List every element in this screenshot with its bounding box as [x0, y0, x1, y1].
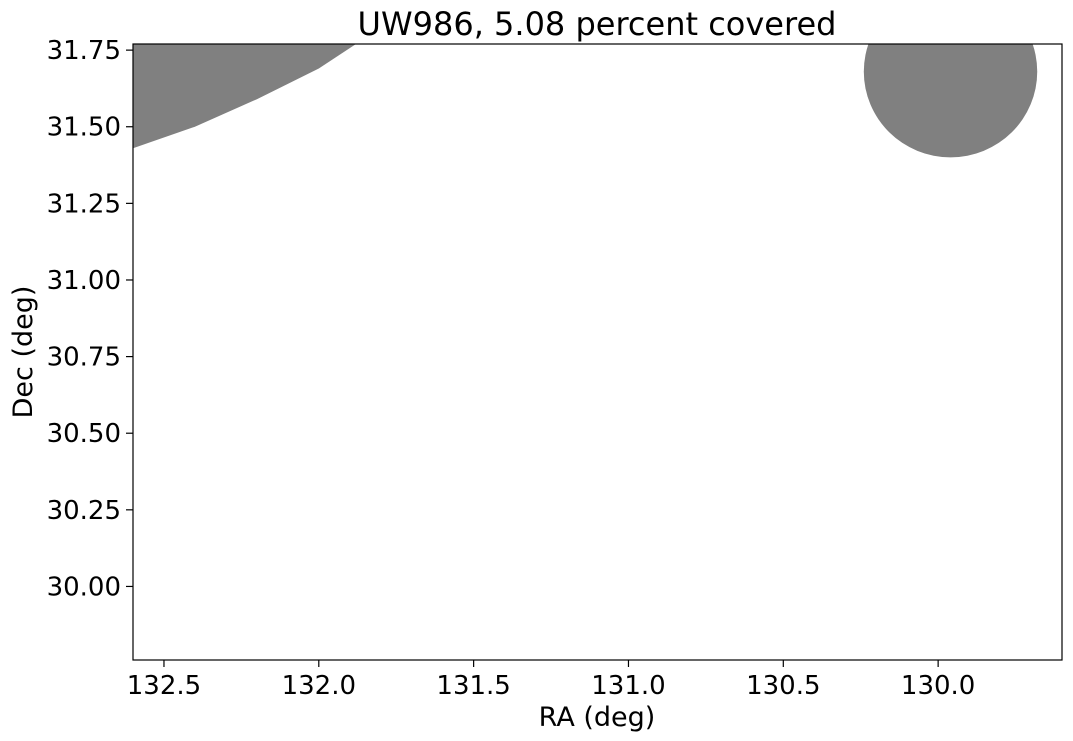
plot-area — [132, 43, 1063, 661]
y-tick-label: 30.50 — [47, 419, 121, 449]
chart-title: UW986, 5.08 percent covered — [358, 5, 837, 43]
coverage-region-2 — [863, 44, 1038, 158]
x-tick-label: 132.0 — [282, 671, 356, 701]
x-tick-label: 130.5 — [746, 671, 820, 701]
y-tick-label: 31.25 — [47, 189, 121, 219]
y-axis-ticks: 30.00 30.25 30.50 30.75 31.00 31.25 31.50 31.75 — [47, 36, 133, 602]
plot-frame — [132, 43, 1063, 661]
y-tick-label: 31.50 — [47, 113, 121, 143]
x-tick-label: 132.5 — [127, 671, 201, 701]
x-axis-label: RA (deg) — [539, 702, 656, 733]
y-tick-label: 30.25 — [47, 496, 121, 526]
y-tick-label: 31.00 — [47, 266, 121, 296]
x-tick-label: 131.5 — [436, 671, 510, 701]
y-tick-label: 31.75 — [47, 36, 121, 66]
coverage-region-1 — [133, 44, 356, 149]
coverage-regions — [133, 44, 1038, 158]
x-tick-label: 131.0 — [591, 671, 665, 701]
y-axis-label: Dec (deg) — [8, 286, 39, 419]
y-tick-label: 30.75 — [47, 343, 121, 373]
x-axis-ticks: 132.5 132.0 131.5 131.0 130.5 130.0 — [127, 660, 975, 701]
x-tick-label: 130.0 — [901, 671, 975, 701]
y-tick-label: 30.00 — [47, 572, 121, 602]
